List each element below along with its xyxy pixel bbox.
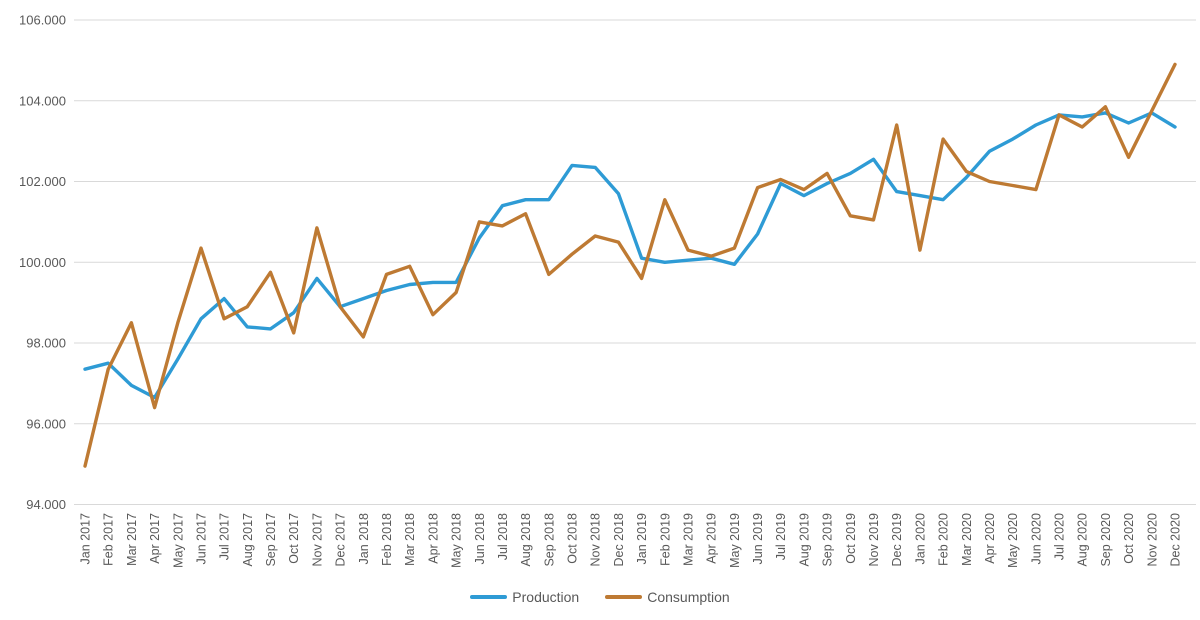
x-tick-label: Nov 2020 — [1145, 513, 1159, 567]
x-tick-label: Apr 2017 — [148, 513, 162, 564]
x-tick-label: Jun 2020 — [1029, 513, 1043, 564]
x-tick-label: Nov 2018 — [589, 513, 603, 567]
x-tick-label: Oct 2020 — [1122, 513, 1136, 564]
x-tick-label: Jul 2019 — [774, 513, 788, 560]
y-tick-label: 100.000 — [19, 255, 66, 270]
x-tick-label: Aug 2020 — [1076, 513, 1090, 567]
x-tick-label: Sep 2020 — [1099, 513, 1113, 567]
legend-item-consumption[interactable]: Consumption — [605, 590, 730, 604]
legend-item-production[interactable]: Production — [470, 590, 579, 604]
y-tick-label: 96.000 — [26, 416, 66, 431]
x-tick-label: Apr 2020 — [983, 513, 997, 564]
gridlines — [74, 19, 1196, 505]
x-tick-label: Apr 2019 — [705, 513, 719, 564]
x-tick-label: May 2019 — [728, 513, 742, 568]
x-tick-label: Jan 2017 — [79, 513, 93, 564]
x-tick-label: Nov 2019 — [867, 513, 881, 567]
x-tick-label: Mar 2019 — [681, 513, 695, 566]
legend-label-consumption: Consumption — [647, 589, 730, 605]
series-line-production[interactable] — [83, 111, 1177, 400]
x-tick-label: Aug 2018 — [519, 513, 533, 567]
x-tick-label: Mar 2018 — [403, 513, 417, 566]
x-tick-label: Aug 2017 — [241, 513, 255, 567]
x-tick-label: Jul 2020 — [1053, 513, 1067, 560]
x-tick-label: Sep 2019 — [821, 513, 835, 567]
x-tick-label: Feb 2017 — [102, 513, 116, 566]
y-tick-label: 106.000 — [19, 13, 66, 28]
chart-legend: Production Consumption — [0, 590, 1200, 604]
x-tick-label: Jan 2018 — [357, 513, 371, 564]
x-tick-label: Feb 2020 — [937, 513, 951, 566]
x-tick-label: Apr 2018 — [426, 513, 440, 564]
x-tick-label: Aug 2019 — [797, 513, 811, 567]
series-line-consumption[interactable] — [83, 62, 1177, 468]
x-tick-label: Jun 2018 — [473, 513, 487, 564]
x-tick-label: May 2020 — [1006, 513, 1020, 568]
x-tick-label: Feb 2019 — [658, 513, 672, 566]
y-tick-label: 102.000 — [19, 174, 66, 189]
x-tick-label: Sep 2018 — [542, 513, 556, 567]
y-axis-labels: 94.000 96.000 98.000 100.000 102.000 104.000 1… — [19, 13, 66, 513]
x-tick-label: Jun 2019 — [751, 513, 765, 564]
x-tick-label: Oct 2018 — [566, 513, 580, 564]
y-tick-label: 104.000 — [19, 93, 66, 108]
production-line-swatch — [470, 595, 508, 599]
x-tick-label: Feb 2018 — [380, 513, 394, 566]
x-tick-label: Jun 2017 — [194, 513, 208, 564]
x-tick-label: May 2017 — [171, 513, 185, 568]
x-tick-label: Dec 2020 — [1169, 513, 1183, 567]
x-tick-label: Mar 2017 — [125, 513, 139, 566]
x-axis-labels: Jan 2017 Feb 2017 Mar 2017 Apr 2017 May 2017… — [79, 513, 1183, 568]
x-tick-label: Jan 2020 — [913, 513, 927, 564]
x-tick-label: Nov 2017 — [310, 513, 324, 567]
x-tick-label: Sep 2017 — [264, 513, 278, 567]
x-tick-label: Dec 2018 — [612, 513, 626, 567]
x-tick-label: Oct 2017 — [287, 513, 301, 564]
legend-label-production: Production — [512, 589, 580, 605]
x-tick-label: Dec 2017 — [334, 513, 348, 567]
x-tick-label: May 2018 — [450, 513, 464, 568]
x-tick-label: Mar 2020 — [960, 513, 974, 566]
y-tick-label: 94.000 — [26, 497, 66, 512]
y-tick-label: 98.000 — [26, 336, 66, 351]
consumption-line-swatch — [605, 595, 643, 599]
x-tick-label: Jul 2018 — [496, 513, 510, 560]
x-tick-label: Jan 2019 — [635, 513, 649, 564]
x-tick-label: Jul 2017 — [218, 513, 232, 560]
x-tick-label: Dec 2019 — [890, 513, 904, 567]
x-tick-label: Oct 2019 — [844, 513, 858, 564]
